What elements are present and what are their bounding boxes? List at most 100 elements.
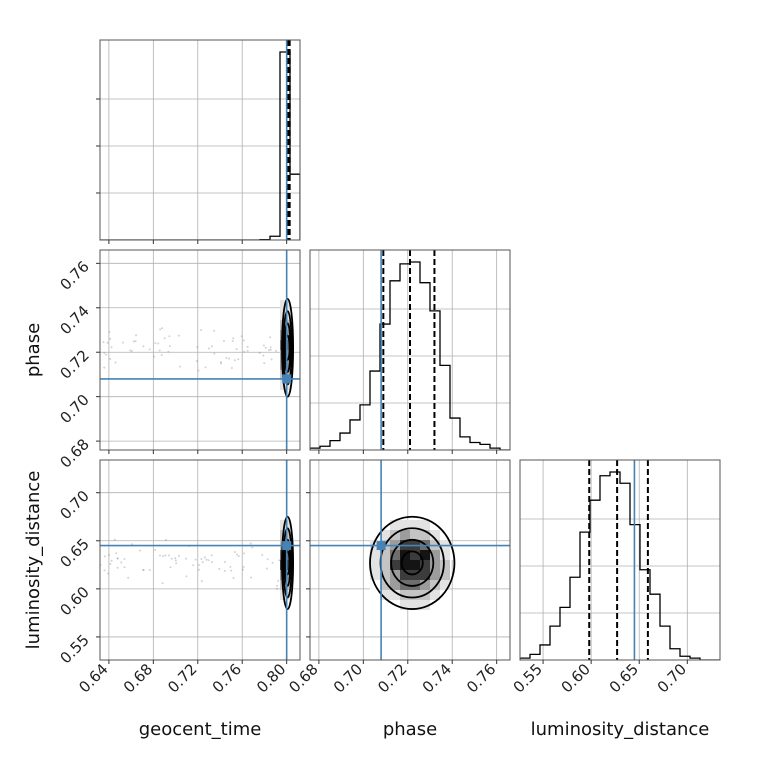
sample-point (198, 563, 201, 566)
density-cell (410, 600, 420, 610)
sample-point (195, 360, 198, 363)
x-tick-label: 0.70 (654, 660, 690, 696)
sample-point (179, 365, 182, 368)
y-tick-label: 0.72 (56, 346, 92, 382)
sample-point (227, 357, 230, 360)
sample-point (249, 542, 252, 545)
sample-point (213, 329, 216, 332)
sample-point (264, 346, 267, 349)
density-cell (450, 550, 460, 560)
hist-geocent-time-panel (100, 40, 300, 240)
y-tick-label: 0.65 (56, 535, 92, 571)
sample-point (116, 557, 119, 560)
sample-point (246, 349, 249, 352)
density-contour (283, 538, 292, 587)
density-contour (400, 550, 424, 576)
density-cell (380, 570, 390, 580)
sample-point (223, 569, 226, 572)
sample-point (278, 559, 281, 562)
truth-marker (282, 374, 292, 384)
sample-point (242, 339, 245, 342)
x-tick-label: 0.76 (209, 660, 245, 696)
sample-point (177, 334, 180, 337)
density-cell (390, 550, 400, 560)
sample-point (250, 576, 253, 579)
sample-point (261, 553, 264, 556)
hist-luminosity-distance-panel (520, 460, 720, 660)
density-cell (410, 550, 420, 560)
density-cell (400, 570, 410, 580)
x-axis-label-phase: phase (383, 719, 437, 740)
density-cell (400, 520, 410, 530)
sample-point (207, 559, 210, 562)
sample-point (220, 362, 223, 365)
density-contour (282, 310, 293, 386)
x-axis-label-geocent-time: geocent_time (139, 719, 262, 740)
sample-point (251, 546, 254, 549)
sample-point (223, 561, 226, 564)
sample-point (158, 349, 161, 352)
sample-point (139, 549, 142, 552)
sample-point (169, 566, 172, 569)
sample-point (269, 346, 272, 349)
density-cell (400, 600, 410, 610)
sample-point (123, 566, 126, 569)
sample-point (161, 327, 164, 330)
sample-point (210, 561, 213, 564)
sample-point (141, 568, 144, 571)
density-cell (390, 520, 400, 530)
x-tick-label: 0.68 (120, 660, 156, 696)
sample-point (103, 366, 106, 369)
truth-marker (376, 541, 386, 551)
density-cell (370, 570, 380, 580)
density-cell (430, 570, 440, 580)
density-cell (410, 560, 420, 570)
sample-point (268, 349, 271, 352)
density-cell (390, 590, 400, 600)
sample-point (258, 351, 261, 354)
density-cell (390, 580, 400, 590)
sample-point (163, 337, 166, 340)
density-cell (420, 580, 430, 590)
density-cell (400, 590, 410, 600)
sample-point (159, 328, 162, 331)
sample-point (106, 341, 109, 344)
sample-point (114, 361, 117, 364)
panel-frame (99, 249, 301, 451)
sample-point (127, 576, 130, 579)
y-axis-label-phase: phase (23, 323, 44, 377)
density-contour (369, 515, 456, 610)
density-cell (430, 590, 440, 600)
sample-point (130, 349, 133, 352)
sample-point (229, 565, 232, 568)
density-cell (440, 570, 450, 580)
sample-point (192, 564, 195, 567)
sample-point (230, 569, 233, 572)
sample-point (233, 359, 236, 362)
density-cell (440, 580, 450, 590)
density-cell (370, 550, 380, 560)
sample-point (237, 358, 240, 361)
panel-frame (309, 459, 511, 661)
sample-point (243, 552, 246, 555)
sample-point (148, 568, 151, 571)
density-cell (420, 550, 430, 560)
sample-point (185, 575, 188, 578)
sample-point (243, 350, 246, 353)
sample-point (108, 554, 111, 557)
sample-point (242, 565, 245, 568)
density-cell (380, 530, 390, 540)
sample-point (276, 587, 279, 590)
x-tick-label: 0.64 (75, 660, 111, 696)
sample-point (174, 557, 177, 560)
y-tick-label: 0.55 (56, 631, 92, 667)
y-tick-label: 0.74 (56, 302, 92, 338)
density-cell (410, 590, 420, 600)
panel-frame (519, 459, 721, 661)
density-cell (390, 530, 400, 540)
sample-point (205, 558, 208, 561)
density-cell (400, 560, 410, 570)
sample-point (210, 554, 213, 557)
x-tick-label: 0.76 (463, 660, 499, 696)
density-cell (420, 520, 430, 530)
